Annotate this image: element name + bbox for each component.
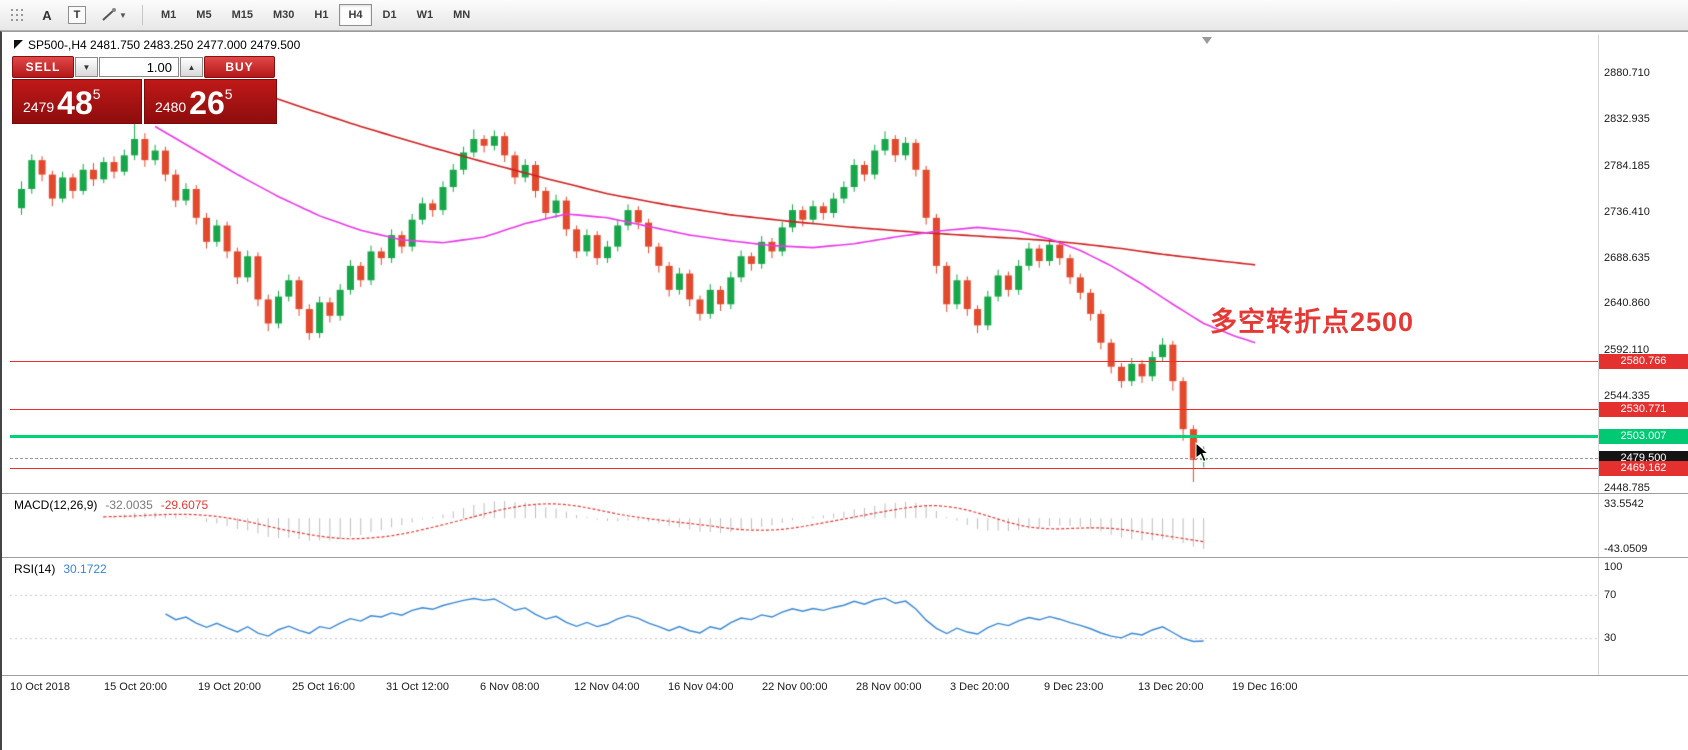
price-axis-tick: 2784.185 — [1604, 159, 1650, 172]
timeframe-m1[interactable]: M1 — [161, 9, 177, 21]
one-click-trade-panel: SELL ▼ ▲ BUY 2479 48 5 2480 26 5 — [12, 56, 277, 124]
sell-price-big: 48 — [57, 85, 93, 121]
price-badge-2580.766: 2580.766 — [1599, 354, 1688, 370]
time-axis-label: 12 Nov 04:00 — [574, 681, 640, 693]
chart-window: 2880.710 2832.935 2784.185 2736.410 2688.635… — [0, 31, 1688, 750]
buy-button[interactable]: BUY — [204, 56, 275, 78]
mouse-cursor-icon — [1195, 441, 1210, 468]
time-axis-label: 6 Nov 08:00 — [480, 681, 540, 693]
timeframe-d1[interactable]: D1 — [382, 9, 397, 21]
chevron-down-icon: ▼ — [82, 62, 91, 72]
time-axis-label: 19 Oct 20:00 — [198, 681, 261, 693]
buy-price-sup: 5 — [224, 86, 233, 102]
macd-main-value: -32.0035 — [105, 498, 153, 512]
price-badge-2530.771: 2530.771 — [1599, 402, 1688, 418]
rsi-label: RSI(14) 30.1722 — [14, 562, 107, 576]
price-axis-tick: 2736.410 — [1604, 205, 1650, 218]
panel-separator — [2, 557, 1688, 558]
panel-separator — [2, 675, 1688, 676]
rsi-scale-100: 100 — [1604, 561, 1623, 573]
chart-shift-marker — [1202, 37, 1212, 44]
line-style-tool[interactable]: ▼ — [94, 3, 134, 27]
volume-up-button[interactable]: ▲ — [180, 57, 203, 77]
price-axis-tick: 2688.635 — [1604, 251, 1650, 264]
timeframe-w1[interactable]: W1 — [416, 9, 434, 21]
chevron-down-icon: ▼ — [119, 10, 127, 20]
price-axis-tick: 2640.860 — [1604, 297, 1650, 310]
grid-pattern-icon[interactable] — [4, 3, 30, 27]
timeframe-m30[interactable]: M30 — [272, 9, 295, 21]
sell-price-prefix: 2479 — [23, 99, 55, 115]
symbol-ohlc-header: SP500-,H4 2481.750 2483.250 2477.000 247… — [28, 38, 301, 52]
timeframe-m5[interactable]: M5 — [196, 9, 212, 21]
rsi-title: RSI(14) — [14, 562, 56, 576]
time-axis-label: 28 Nov 00:00 — [856, 681, 922, 693]
price-axis-tick: 2832.935 — [1604, 112, 1650, 125]
time-axis-label: 15 Oct 20:00 — [104, 681, 167, 693]
macd-panel-canvas[interactable] — [10, 495, 1598, 557]
rsi-level-70: 70 — [1604, 589, 1617, 601]
price-badge-2503.007: 2503.007 — [1599, 428, 1688, 444]
time-axis-label: 10 Oct 2018 — [10, 681, 70, 693]
buy-price-display[interactable]: 2480 26 5 — [144, 79, 277, 124]
buy-price-prefix: 2480 — [155, 99, 187, 115]
rsi-value: 30.1722 — [63, 562, 107, 576]
panel-separator — [2, 493, 1688, 494]
price-badge-2469.162: 2469.162 — [1599, 461, 1688, 477]
price-axis-tick: 2448.785 — [1604, 481, 1650, 494]
time-axis[interactable]: 10 Oct 2018 15 Oct 20:00 19 Oct 20:00 25 Oc… — [2, 679, 1688, 699]
timeframe-m15[interactable]: M15 — [231, 9, 253, 21]
volume-input[interactable] — [99, 57, 179, 77]
text-box-icon: T — [68, 6, 86, 24]
price-axis-tick: 2880.710 — [1604, 67, 1650, 79]
time-axis-label: 31 Oct 12:00 — [386, 681, 449, 693]
macd-title: MACD(12,26,9) — [14, 498, 98, 512]
time-axis-label: 16 Nov 04:00 — [668, 681, 734, 693]
top-toolbar: A T ▼ M1 M5 M15 M30 H1 H4 D1 W1 MN — [0, 0, 1688, 31]
macd-scale-min: -43.0509 — [1604, 543, 1648, 555]
time-axis-label: 3 Dec 20:00 — [950, 681, 1010, 693]
text-label-tool[interactable]: A — [42, 7, 52, 23]
price-axis[interactable]: 2880.710 2832.935 2784.185 2736.410 2688.635… — [2, 35, 1688, 505]
price-axis-tick: 2544.335 — [1604, 390, 1650, 403]
time-axis-label: 13 Dec 20:00 — [1138, 681, 1204, 693]
buy-price-big: 26 — [189, 85, 225, 121]
sell-button[interactable]: SELL — [12, 56, 74, 78]
price-axis-tick: 2592.110 — [1604, 344, 1650, 357]
rsi-level-30: 30 — [1604, 632, 1617, 644]
chart-symbol-icon — [14, 40, 23, 49]
macd-signal-value: -29.6075 — [160, 498, 209, 512]
text-box-tool[interactable]: T — [64, 3, 90, 27]
macd-scale-max: 33.5542 — [1604, 498, 1644, 510]
time-axis-label: 9 Dec 23:00 — [1044, 681, 1104, 693]
timeframe-h4[interactable]: H4 — [339, 4, 372, 26]
time-axis-label: 22 Nov 00:00 — [762, 681, 828, 693]
timeframe-mn[interactable]: MN — [453, 9, 471, 21]
chart-text-annotation: 多空转折点2500 — [1210, 307, 1415, 337]
pen-icon — [102, 8, 117, 21]
macd-label: MACD(12,26,9) -32.0035 -29.6075 — [14, 498, 208, 512]
timeframe-buttons: M1 M5 M15 M30 H1 H4 D1 W1 MN — [151, 4, 480, 26]
rsi-panel-canvas[interactable] — [10, 559, 1598, 675]
sell-price-sup: 5 — [92, 86, 101, 102]
chevron-up-icon: ▲ — [187, 62, 196, 72]
time-axis-label: 25 Oct 16:00 — [292, 681, 355, 693]
time-axis-label: 19 Dec 16:00 — [1232, 681, 1298, 693]
toolbar-separator — [142, 5, 143, 25]
axis-separator-line — [1598, 35, 1599, 675]
volume-down-button[interactable]: ▼ — [75, 57, 98, 77]
timeframe-h1[interactable]: H1 — [314, 9, 329, 21]
sell-price-display[interactable]: 2479 48 5 — [12, 79, 142, 124]
